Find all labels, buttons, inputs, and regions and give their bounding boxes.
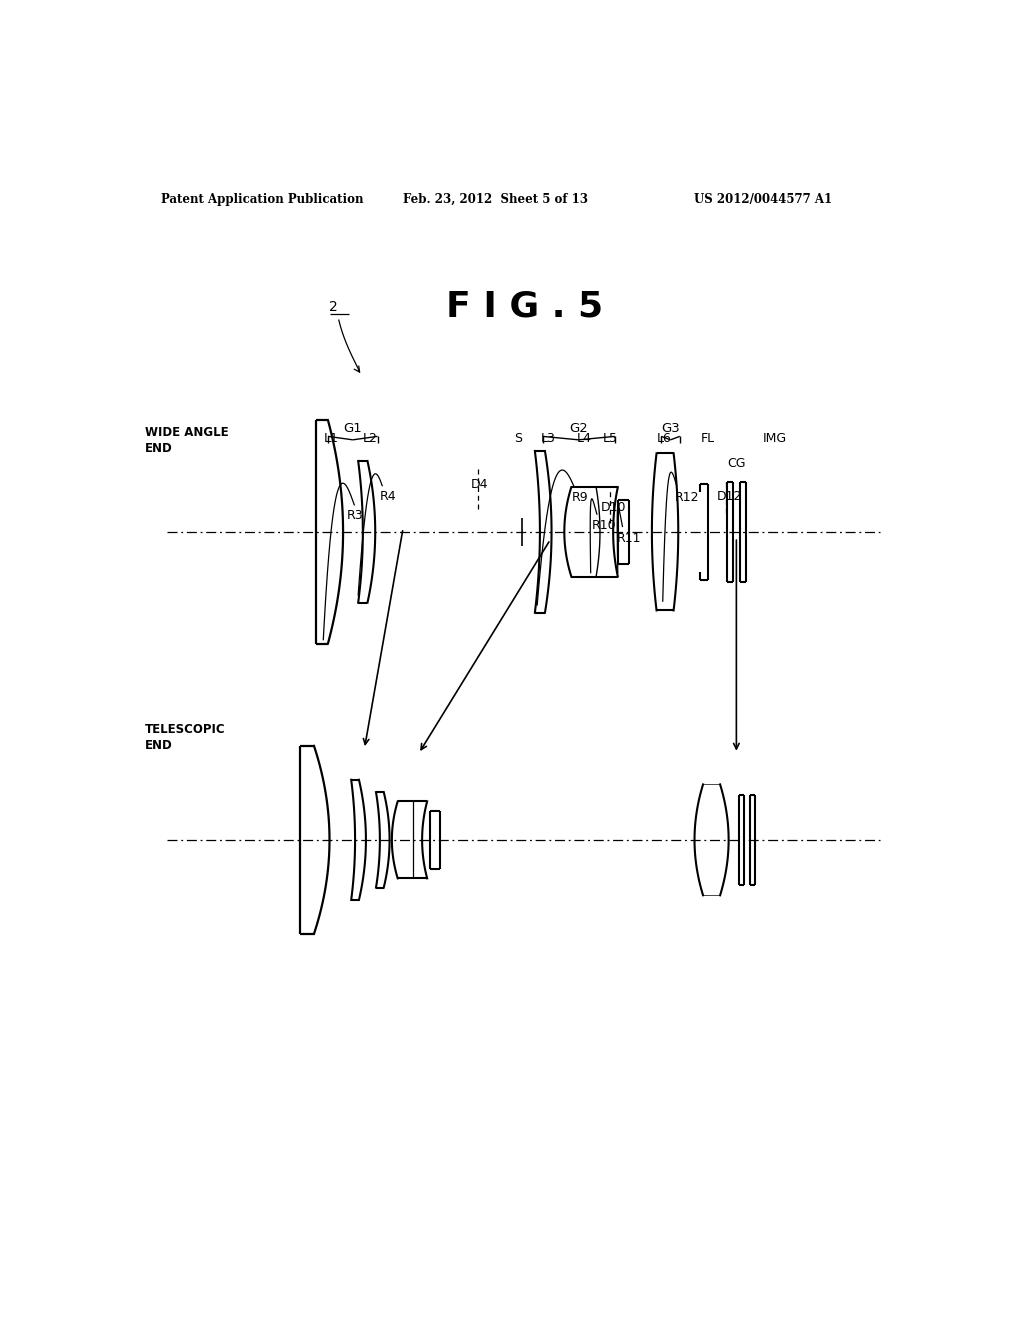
Text: R3: R3 <box>346 508 364 521</box>
Text: L5: L5 <box>602 432 617 445</box>
Text: G2: G2 <box>569 422 588 434</box>
Text: S: S <box>514 432 522 445</box>
Text: Patent Application Publication: Patent Application Publication <box>161 193 364 206</box>
Text: 2: 2 <box>330 300 338 314</box>
Text: TELESCOPIC
END: TELESCOPIC END <box>145 723 225 752</box>
Text: IMG: IMG <box>763 432 787 445</box>
Text: D10: D10 <box>601 502 627 513</box>
Text: G1: G1 <box>343 422 362 434</box>
Text: D4: D4 <box>471 478 488 491</box>
Text: Feb. 23, 2012  Sheet 5 of 13: Feb. 23, 2012 Sheet 5 of 13 <box>403 193 588 206</box>
Text: L1: L1 <box>324 432 339 445</box>
Text: FL: FL <box>700 432 715 445</box>
Text: CG: CG <box>727 457 745 470</box>
Text: R9: R9 <box>571 491 588 504</box>
Text: L4: L4 <box>577 432 591 445</box>
Text: US 2012/0044577 A1: US 2012/0044577 A1 <box>693 193 831 206</box>
Text: F I G . 5: F I G . 5 <box>446 289 603 323</box>
Text: L3: L3 <box>541 432 555 445</box>
Text: R4: R4 <box>380 490 396 503</box>
Text: L2: L2 <box>362 432 377 445</box>
Text: R10: R10 <box>592 519 616 532</box>
Text: G3: G3 <box>662 422 680 434</box>
Text: L6: L6 <box>656 432 672 445</box>
Text: R11: R11 <box>616 532 641 545</box>
Text: WIDE ANGLE
END: WIDE ANGLE END <box>145 426 228 455</box>
Text: D12: D12 <box>717 490 742 503</box>
Text: R12: R12 <box>675 491 698 504</box>
